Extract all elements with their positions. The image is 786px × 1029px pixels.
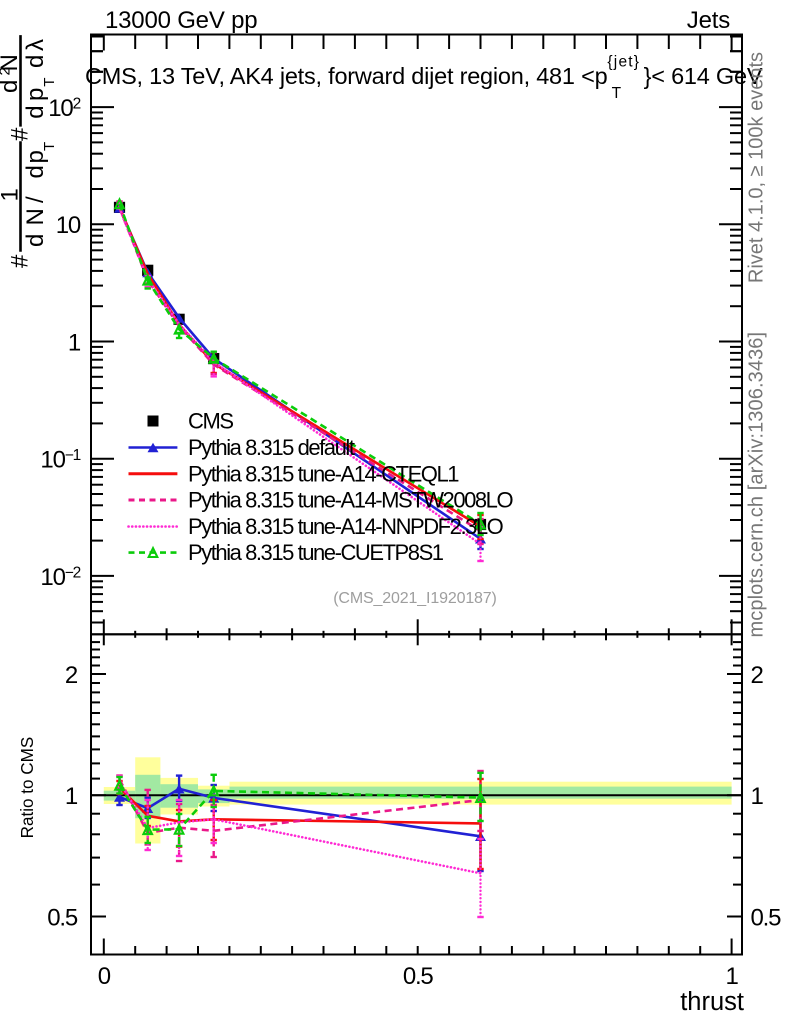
svg-text:13000 GeV pp: 13000 GeV pp	[105, 7, 257, 34]
svg-text:d: d	[22, 234, 49, 247]
svg-text:T: T	[41, 142, 58, 151]
svg-text:d: d	[0, 80, 23, 93]
svg-text:#: #	[6, 127, 33, 141]
svg-text:d: d	[22, 105, 49, 118]
svg-text:2: 2	[0, 67, 13, 75]
svg-text:p: p	[22, 88, 49, 101]
svg-text:λ: λ	[22, 39, 49, 51]
svg-text:p: p	[22, 150, 49, 163]
svg-text:2: 2	[751, 662, 764, 689]
svg-text:Pythia 8.315 default: Pythia 8.315 default	[188, 435, 355, 460]
svg-text:Rivet 4.1.0, ≥ 100k events: Rivet 4.1.0, ≥ 100k events	[745, 52, 767, 283]
svg-text:2: 2	[65, 662, 78, 689]
svg-text:Ratio to CMS: Ratio to CMS	[18, 737, 37, 839]
svg-text:/: /	[22, 196, 49, 203]
svg-text:thrust: thrust	[680, 988, 744, 1016]
svg-text:0.5: 0.5	[47, 905, 78, 932]
svg-text:1: 1	[0, 188, 23, 201]
svg-text:(CMS_2021_I1920187): (CMS_2021_I1920187)	[333, 590, 497, 607]
svg-text:1: 1	[751, 783, 764, 810]
svg-text:10−2: 10−2	[40, 564, 80, 591]
svg-text:CMS: CMS	[188, 409, 233, 434]
svg-text:0.5: 0.5	[751, 905, 782, 932]
svg-text:Pythia 8.315 tune-A14-NNPDF2.3: Pythia 8.315 tune-A14-NNPDF2.3LO	[188, 514, 504, 539]
svg-text:Pythia 8.315 tune-A14-CTEQL1: Pythia 8.315 tune-A14-CTEQL1	[188, 461, 459, 486]
svg-text:0: 0	[98, 963, 111, 990]
svg-text:1: 1	[65, 783, 78, 810]
svg-text:Jets: Jets	[687, 7, 730, 34]
svg-text:Pythia 8.315 tune-A14-MSTW2008: Pythia 8.315 tune-A14-MSTW2008LO	[188, 488, 513, 513]
svg-text:0.5: 0.5	[403, 963, 434, 990]
svg-text:10: 10	[56, 212, 81, 239]
svg-text:1: 1	[68, 329, 81, 356]
svg-text:1: 1	[726, 963, 739, 990]
svg-text:N: N	[0, 54, 23, 71]
svg-text:T: T	[41, 78, 58, 87]
svg-text:Pythia 8.315 tune-CUETP8S1: Pythia 8.315 tune-CUETP8S1	[188, 540, 444, 565]
svg-text:d: d	[22, 55, 49, 68]
svg-text:#: #	[6, 254, 33, 268]
svg-text:d: d	[22, 165, 49, 178]
svg-text:N: N	[22, 208, 49, 225]
svg-text:mcplots.cern.ch [arXiv:1306.34: mcplots.cern.ch [arXiv:1306.3436]	[745, 332, 767, 638]
